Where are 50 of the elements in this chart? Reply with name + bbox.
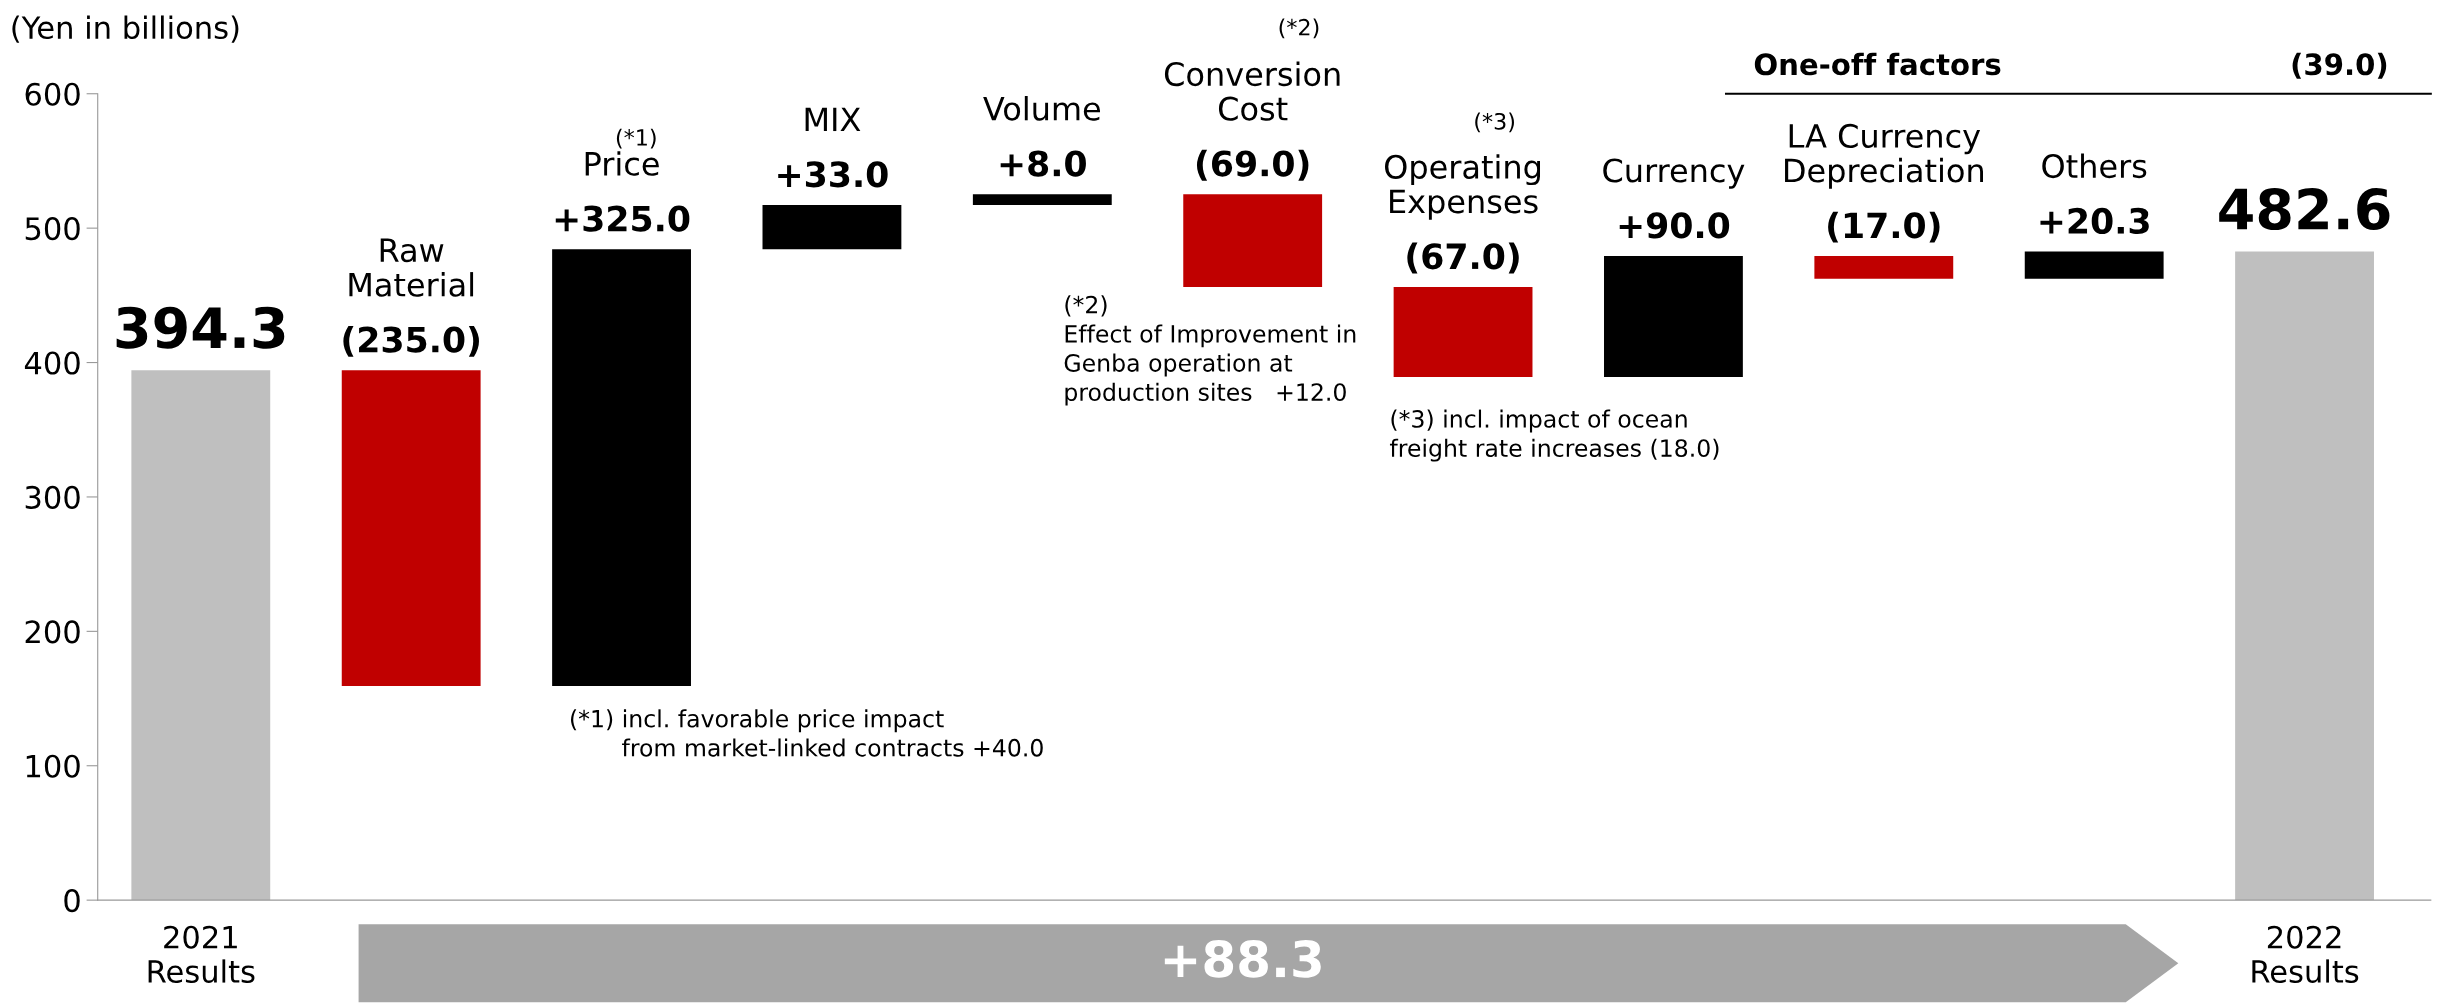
x-tick-label: Volume [983,96,1101,121]
x-tick-label: 2021 Results [148,925,255,984]
x-tick-label: 2022 Results [2252,925,2359,984]
data-label: (69.0) [1196,149,1309,181]
y-tick-label: 200 [25,620,80,644]
text: +88.3 [1164,940,1321,978]
bar [131,370,271,901]
data-label: (17.0) [1828,211,1940,243]
bar [1814,255,1954,279]
x-tick-label: Raw Material [349,238,474,297]
annotation: (*1) incl. favorable price impact from market-linked contracts +40.0 [570,709,1043,757]
x-tick-label: MIX [805,107,861,132]
y-tick-label: 600 [25,82,80,106]
data-label: +90.0 [1619,212,1730,239]
annotation: (*2) Effect of Improvement in Genba operation at production sites +12.0 [1064,295,1356,406]
y-tick-label: 100 [26,754,80,778]
x-tick-label: Conversion Cost [1164,61,1340,121]
text: (39.0) [2292,52,2387,79]
bar [341,370,481,687]
y-tick-label: 400 [24,351,80,375]
bar [1604,255,1743,377]
x-tick-label: LA Currency Depreciation [1785,123,1983,189]
data-label: (67.0) [1407,242,1519,274]
bar [1393,286,1533,377]
x-tick-label: Others [2042,153,2147,179]
x-tick-label: Currency [1603,158,1745,189]
data-label: 394.3 [116,306,285,349]
data-label: 482.6 [2219,187,2390,231]
bar [552,249,691,687]
y-tick-label: 0 [64,889,80,913]
annotation: (*3) [1475,112,1514,133]
text: One-off factors [1754,52,2001,76]
annotation: (*1) [616,128,656,149]
bar [2024,251,2164,279]
x-tick-label: Operating Expenses [1384,154,1541,220]
bar [762,204,902,250]
x-tick-label: Price [585,151,659,176]
annotation: (*3) incl. impact of ocean freight rate increases (18.0) [1389,409,1719,462]
bar [2235,251,2374,901]
y-tick-label: 300 [25,485,80,509]
text: (*2) [1279,18,1319,39]
data-label: +33.0 [778,161,888,188]
bar [1183,194,1323,287]
data-label: +20.3 [2040,207,2149,235]
bar [972,194,1112,205]
data-label: +325.0 [555,205,690,232]
y-tick-label: 500 [25,217,80,241]
data-label: +8.0 [1000,150,1086,177]
data-label: (235.0) [343,325,479,357]
y-axis-title: (Yen in billions) [12,15,239,43]
